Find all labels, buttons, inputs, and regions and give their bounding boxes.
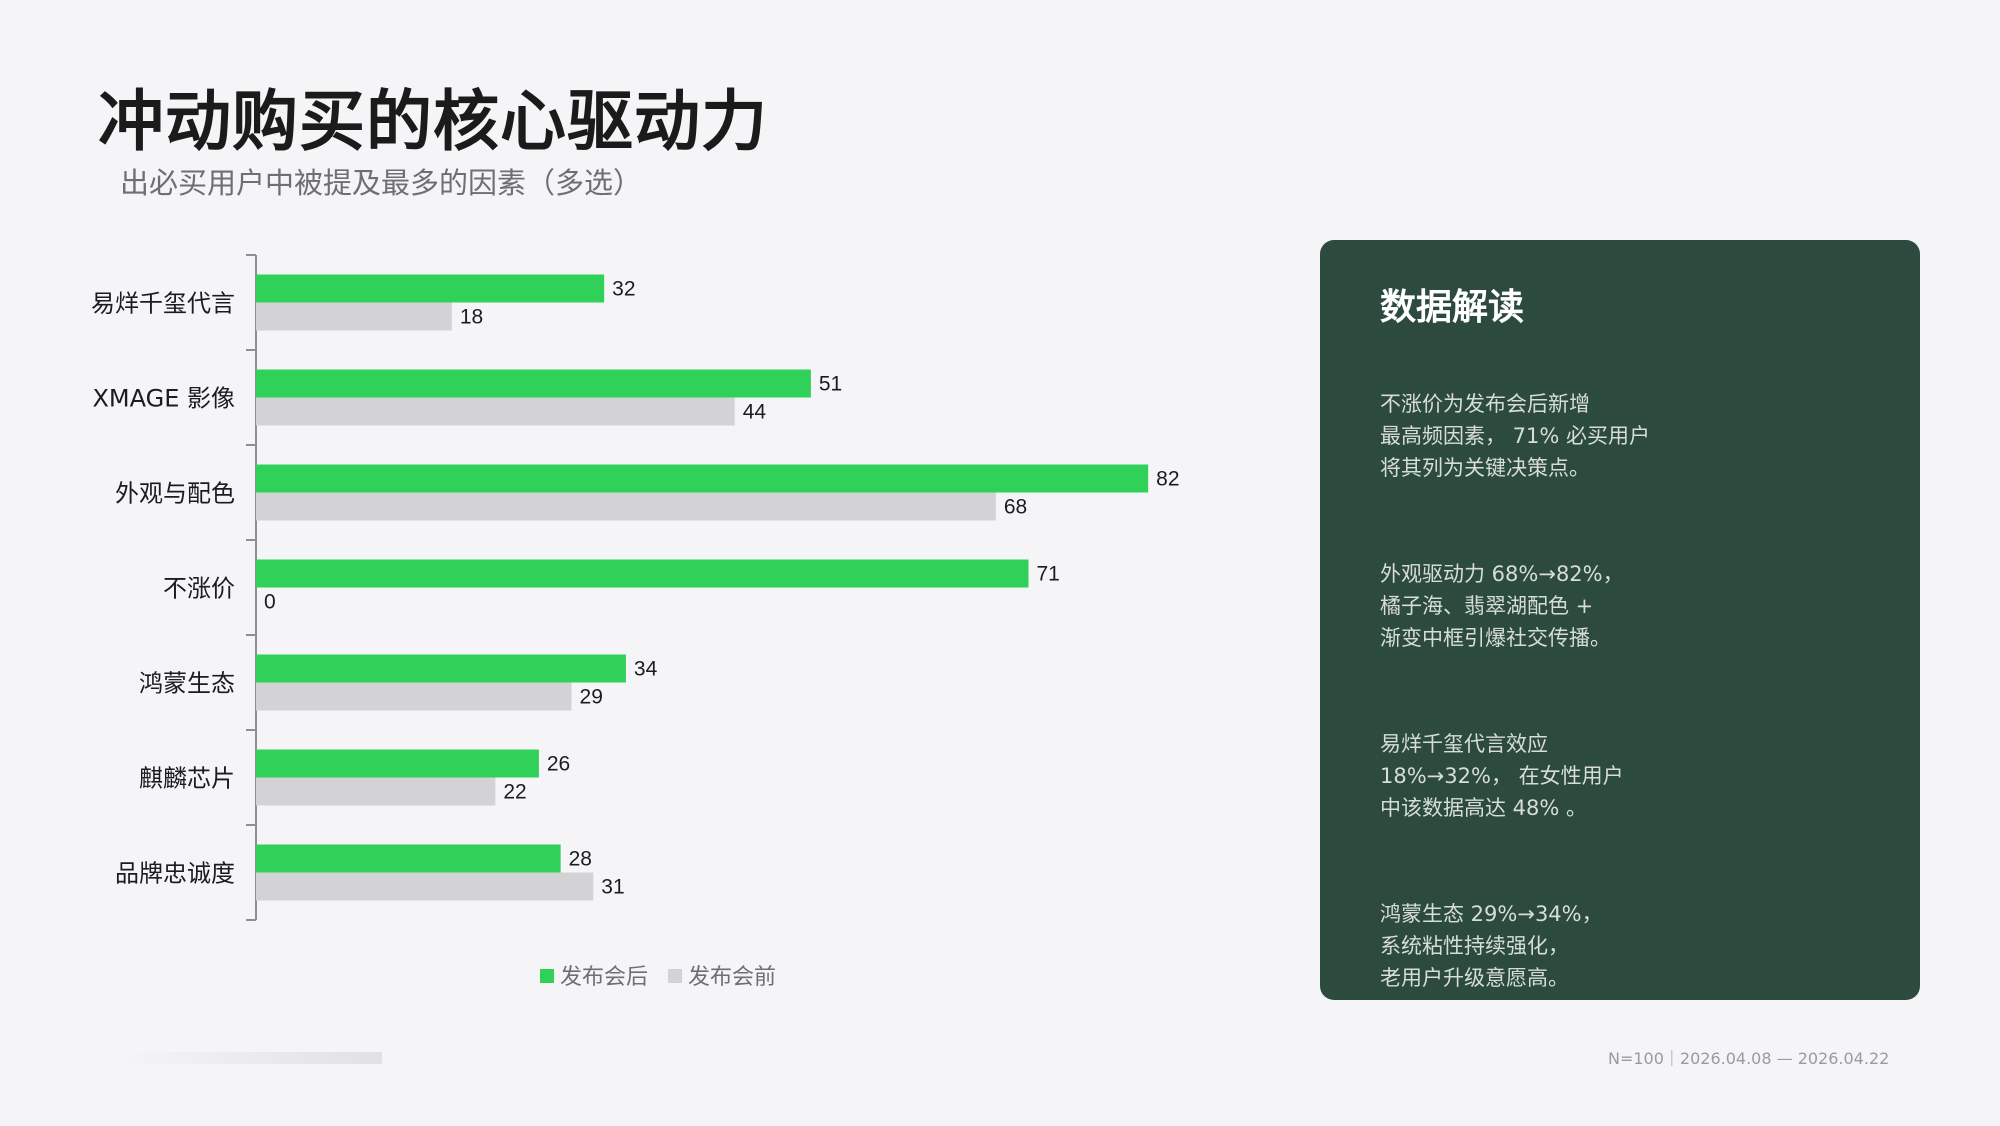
data-label: 26 [547,753,570,776]
legend-swatch [668,969,682,983]
bar-after [256,274,605,303]
bar-after [256,749,539,778]
insight-block-3: 易烊千玺代言效应 18%→32%， 在女性用户 中该数据高达 48% 。 [1380,728,1880,824]
page-subtitle: 出必买用户中被提及最多的因素（多选） [120,166,643,200]
data-label: 22 [503,781,526,804]
data-label: 51 [819,373,842,396]
data-label: 44 [743,401,767,424]
bar-after [256,654,626,683]
insight-line: 老用户升级意愿高。 [1380,966,1569,990]
insight-line: 最高频因素， 71% 必买用户 [1380,424,1651,448]
bar-after [256,464,1149,493]
insight-line: 外观驱动力 68%→82%， [1380,562,1624,586]
data-label: 0 [264,591,276,614]
category-label: 不涨价 [163,575,235,603]
legend-label: 发布会后 [560,965,648,990]
insight-line: 不涨价为发布会后新增 [1380,392,1590,416]
bar-after [256,559,1029,588]
bar-before [256,302,452,331]
category-label: 品牌忠诚度 [115,860,235,888]
data-label: 34 [634,658,658,681]
data-label: 29 [580,686,603,709]
insight-block-4: 鸿蒙生态 29%→34%， 系统粘性持续强化， 老用户升级意愿高。 [1380,898,1880,994]
data-label: 28 [569,848,592,871]
insight-block-2: 外观驱动力 68%→82%， 橘子海、翡翠湖配色 + 渐变中框引爆社交传播。 [1380,558,1880,654]
data-label: 31 [601,876,624,899]
footer-meta: N=100｜2026.04.08 — 2026.04.22 [1608,1049,1890,1068]
data-label: 68 [1004,496,1027,519]
insight-line: 鸿蒙生态 29%→34%， [1380,902,1603,926]
bar-before [256,397,735,426]
insight-block-1: 不涨价为发布会后新增 最高频因素， 71% 必买用户 将其列为关键决策点。 [1380,388,1880,484]
category-label: 易烊千玺代言 [91,290,235,318]
insight-line: 将其列为关键决策点。 [1380,456,1590,480]
bar-before [256,777,496,806]
bar-after [256,369,811,398]
bar-before [256,872,594,901]
data-label: 82 [1156,468,1179,491]
bar-before [256,492,996,521]
bar-chart: 易烊千玺代言 32 18 XMAGE 影像 51 44 外观与配色 82 68 不涨价 71 0 鸿蒙生… [91,254,1180,990]
decorative-fade-line [120,1052,382,1064]
data-label: 18 [460,306,483,329]
insight-line: 橘子海、翡翠湖配色 + [1380,594,1594,618]
category-label: XMAGE 影像 [92,385,235,413]
insight-line: 18%→32%， 在女性用户 [1380,764,1624,788]
insight-panel: 数据解读 不涨价为发布会后新增 最高频因素， 71% 必买用户 将其列为关键决策… [1320,240,1920,1000]
insight-line: 易烊千玺代言效应 [1380,732,1548,756]
category-label: 麒麟芯片 [139,765,235,793]
insight-panel-title: 数据解读 [1380,287,1525,328]
category-label: 鸿蒙生态 [139,670,235,698]
category-label: 外观与配色 [115,480,235,508]
bar-before [256,682,572,711]
data-label: 32 [612,278,635,301]
insight-line: 渐变中框引爆社交传播。 [1380,626,1611,650]
bar-after [256,844,561,873]
legend-label: 发布会前 [688,965,776,990]
page-title: 冲动购买的核心驱动力 [98,83,768,160]
data-label: 71 [1036,563,1059,586]
insight-line: 中该数据高达 48% 。 [1380,796,1588,820]
legend-swatch [540,969,554,983]
insight-line: 系统粘性持续强化， [1380,934,1569,958]
